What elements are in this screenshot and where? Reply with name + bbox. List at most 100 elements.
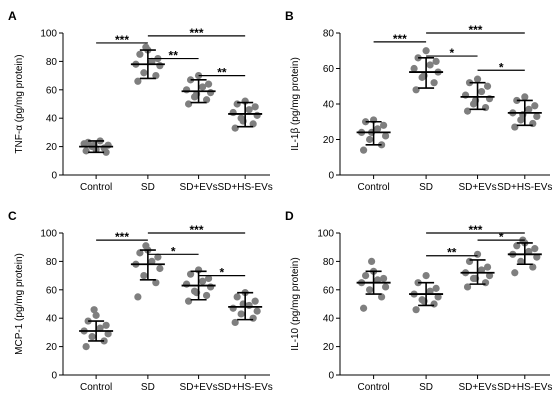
data-point [182,280,191,288]
significance-label: ** [447,246,457,260]
x-tick-label: SD+HS-EVs [218,382,273,393]
significance-label: *** [190,26,204,40]
data-point [374,125,382,133]
data-point [233,293,241,301]
y-tick-label: 80 [323,257,335,268]
data-point [251,297,259,305]
data-point [82,147,90,155]
significance-label: * [220,266,225,280]
data-point [184,100,193,108]
data-point [186,270,195,278]
data-point [249,314,257,322]
panel-a: A 0 20 40 60 80 100 TNF-α (pg/mg protein) Contro… [8,9,273,193]
data-point [152,279,160,287]
y-tick-label: 20 [46,342,58,353]
data-point [380,274,388,283]
data-point [198,277,207,285]
y-axis-title: MCP-1 (pg/mg protein) [14,253,25,355]
data-point [412,306,420,314]
data-point [136,50,144,58]
panel-d: D 0 20 40 60 80 100 IL-10 (pg/mg protein) Contro… [285,209,552,393]
data-point [148,257,156,265]
data-point [152,72,160,80]
data-point [88,333,96,341]
data-point [360,304,368,312]
y-tick-label: 20 [323,342,335,353]
data-point [156,264,164,273]
data-point [517,257,525,265]
data-point [529,263,537,271]
data-point [430,300,438,308]
x-tick-label: Control [80,382,112,393]
data-point [231,124,239,132]
y-tick-label: 0 [51,171,57,182]
data-point [204,274,213,283]
data-point [521,93,529,101]
y-tick-label: 40 [46,114,58,125]
x-tick-label: SD [141,382,155,393]
data-point [422,47,430,55]
data-point [368,257,376,265]
data-point [525,105,533,113]
data-point [465,257,474,265]
x-tick-label: SD+EVs [180,382,218,393]
x-tick-label: SD [419,182,433,193]
y-tick-label: 60 [323,285,335,296]
panel-letter: C [8,209,17,223]
data-point [426,287,434,295]
y-tick-label: 0 [328,371,334,382]
data-point [533,253,541,261]
data-point [483,263,492,271]
data-point [477,87,486,96]
data-point [206,283,215,291]
y-tick-label: 100 [317,229,334,240]
data-point [148,57,156,65]
data-point [430,79,438,87]
significance-label: ** [169,49,179,63]
y-tick-label: 100 [40,29,57,40]
data-point [156,62,164,70]
data-point [432,57,440,65]
significance-label: *** [115,230,129,244]
data-point [237,310,245,318]
x-tick-label: Control [357,382,389,393]
data-point [233,100,241,108]
y-tick-label: 40 [323,100,335,111]
significance-label: * [499,230,504,244]
data-point [432,284,440,292]
data-point [136,249,144,257]
data-point [410,64,418,73]
data-point [104,330,112,338]
y-tick-label: 100 [40,229,57,240]
y-axis-title: TNF-α (pg/mg protein) [14,54,25,153]
y-tick-label: 80 [46,57,58,68]
data-point [511,269,519,277]
significance-label: * [171,244,176,258]
data-point [206,89,215,97]
x-tick-label: SD+HS-EVs [497,182,552,193]
significance-label: * [449,46,454,60]
data-point [463,107,472,115]
data-point [134,293,142,301]
data-point [134,77,142,85]
data-point [360,146,368,154]
significance-label: *** [468,23,482,37]
x-tick-label: SD [141,182,155,193]
data-point [253,307,261,315]
data-point [245,106,253,114]
data-point [204,80,213,88]
data-point [473,250,482,258]
data-point [90,306,98,314]
y-axis-title: IL-1β (pg/mg protein) [290,57,301,151]
y-tick-label: 80 [323,29,335,40]
data-point [253,111,261,119]
data-point [154,253,162,261]
data-point [422,272,430,280]
data-point [184,297,193,305]
y-tick-label: 80 [46,257,58,268]
data-point [473,75,482,83]
data-point [366,135,374,144]
panel-letter: B [285,9,294,23]
data-point [251,103,259,111]
